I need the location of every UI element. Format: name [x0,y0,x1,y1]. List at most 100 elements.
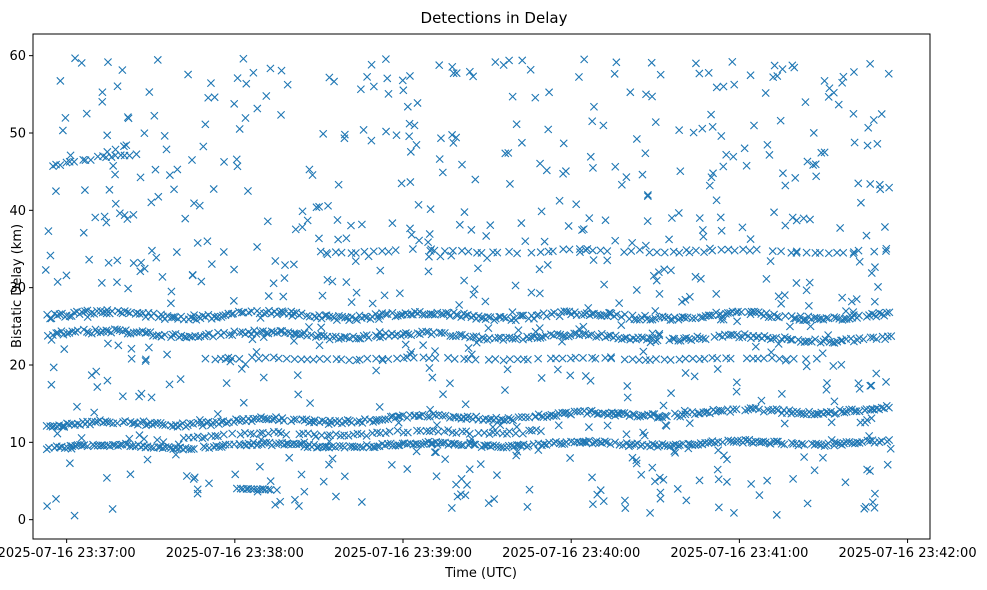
detection-point [573,407,582,416]
detection-point [70,157,79,166]
detection-point [136,267,145,276]
detection-point [325,460,334,469]
detection-point [591,354,600,363]
detection-point [91,417,100,426]
detection-point [628,410,637,419]
detection-point [235,124,244,133]
detection-point [635,245,644,254]
detection-point [452,133,461,142]
detection-point [385,427,394,436]
detection-point [65,459,74,468]
detection-point [256,313,265,322]
detection-point [870,263,879,272]
detection-point [525,485,534,494]
detection-point [716,406,725,415]
detection-point [654,268,663,277]
detection-point [674,441,683,450]
detection-point [516,441,525,450]
detection-point [56,161,65,170]
detection-point [127,344,136,353]
detection-point [599,121,608,130]
detection-point [652,248,661,257]
detection-point [266,64,275,73]
detection-point [849,67,858,76]
detection-point [681,368,690,377]
detection-point [527,248,536,257]
detection-point [462,414,471,423]
detection-point [834,100,843,109]
detection-point [777,247,786,256]
detection-point [383,310,392,319]
detection-point [323,355,332,364]
detection-point [477,313,486,322]
detection-point [802,362,811,371]
detection-point [824,92,833,101]
detection-point [302,311,311,320]
detection-point [207,432,216,440]
y-tick-label: 20 [9,358,26,373]
detection-point [231,470,240,479]
detection-point [204,479,213,488]
detection-point [534,310,543,319]
detection-point [647,58,656,67]
detection-point [103,58,112,67]
detection-point [344,431,353,440]
detection-point [588,163,597,172]
detection-point [462,427,471,436]
detection-point [342,234,351,243]
detection-point [777,389,786,398]
detection-point [249,430,258,439]
detection-point [425,230,434,239]
detection-point [436,252,445,261]
detection-point [312,203,321,212]
detection-point [452,429,461,438]
detection-point [696,274,705,283]
detection-point [340,472,349,481]
detection-point [200,433,209,442]
detection-point [392,131,401,140]
y-axis-label: Bistatic Delay (km) [10,224,25,348]
detection-point [332,430,341,439]
detection-point [558,354,567,363]
detection-point [226,357,235,366]
detection-point [424,238,433,247]
detection-point [628,238,637,247]
detection-point [253,242,262,251]
detection-point [714,475,723,484]
detection-point [160,330,169,339]
detection-point [221,440,230,449]
detection-point [292,415,301,424]
detection-point [487,415,496,424]
detection-point [438,439,447,447]
detection-point [46,251,55,260]
detection-point [276,497,285,506]
detection-point [648,463,657,472]
detection-point [453,492,462,501]
chart-title: Detections in Delay [421,9,568,27]
detection-point [328,454,337,463]
detection-point [438,411,447,420]
detection-point [398,411,407,420]
detection-point [832,313,841,322]
detection-point [277,110,286,119]
detection-point [460,276,469,285]
detection-point [866,179,875,188]
detection-point [812,172,821,181]
detection-point [405,71,414,80]
detection-point [739,245,748,254]
detection-point [283,80,292,89]
detection-point [333,216,342,224]
x-axis: 2025-07-16 23:37:00 2025-07-16 23:38:00 20… [0,539,977,561]
detection-point [176,375,185,384]
detection-point [252,329,261,338]
detection-point [267,441,276,450]
detection-point [205,444,214,453]
detection-point [256,429,265,438]
detection-point [271,500,280,509]
y-tick-label: 30 [9,281,26,296]
detection-point [383,74,392,83]
detection-point [524,441,533,450]
detection-point [839,439,848,448]
detection-point [504,148,513,157]
detection-point [603,256,612,265]
